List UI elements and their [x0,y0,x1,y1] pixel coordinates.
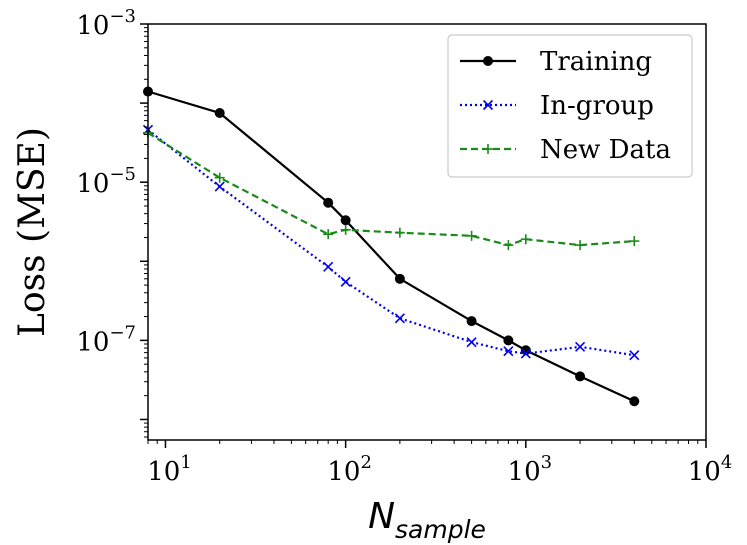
data-point-stroke [503,346,514,357]
y-tick-label-base: 10 [76,169,109,199]
data-point [214,181,225,192]
data-point [394,273,405,284]
data-point [520,345,531,356]
data-point-stroke [214,181,225,192]
plot-frame [147,23,707,441]
x-tick-label-exp: 3 [541,452,552,473]
data-point [466,337,477,348]
data-point [323,261,334,272]
x-tick-label: 102 [327,452,372,487]
y-tick-label: 10−3 [76,6,136,41]
y-tick-label-exp: −3 [109,6,136,27]
data-point [520,348,531,359]
legend-marker-stroke [482,99,494,111]
data-point-stroke [394,313,405,324]
data-point [466,230,477,241]
data-point-stroke [629,350,640,361]
data-point [340,276,351,287]
data-point-stroke [574,341,586,352]
legend-label: In-group [540,91,654,121]
data-point [323,197,334,208]
data-point [466,316,477,327]
data-point [340,215,351,226]
legend: Training In-group New Data [447,34,693,178]
x-axis-label-subscript: sample [395,515,486,544]
legend-marker [483,144,493,154]
y-tick-label: 10−5 [76,164,136,199]
y-tick-label-exp: −7 [109,322,136,343]
data-point-stroke [340,276,351,287]
x-tick-label-base: 10 [508,457,541,487]
x-tick-label-exp: 1 [180,452,191,473]
data-point [323,229,334,240]
legend-marker [483,56,493,66]
data-point-stroke [323,261,334,272]
data-point [503,346,514,357]
y-tick-label: 10−7 [76,322,136,357]
data-point [629,236,640,247]
y-tick-label-base: 10 [76,11,109,41]
series-layer [142,86,640,407]
data-point [575,240,586,251]
x-axis-label: Nsample [368,496,486,544]
data-point [520,234,531,245]
data-point [503,335,514,346]
x-tick-label-exp: 2 [360,452,371,473]
data-point-stroke [466,337,477,348]
x-tick-label: 101 [147,452,192,487]
data-point [503,240,514,251]
data-point [629,350,640,361]
x-tick-label-base: 10 [327,457,360,487]
data-point [214,172,225,183]
x-tick-label-base: 10 [688,457,721,487]
x-tick-label: 103 [508,452,553,487]
series-line [147,90,635,403]
data-point [394,313,405,324]
x-axis-label-base: N [368,496,395,537]
legend-marker [482,99,494,111]
x-tick-label-exp: 4 [721,452,732,473]
legend-box [447,34,693,178]
legend-label: Training [540,47,652,77]
series-training [143,86,640,407]
data-point [575,371,586,382]
data-point [340,224,351,235]
x-tick-label: 104 [688,452,733,487]
data-point-stroke [520,348,531,359]
y-axis-label: Loss (MSE) [12,127,53,337]
x-tick-label-base: 10 [147,457,180,487]
y-tick-label-base: 10 [76,327,109,357]
data-point [629,396,640,407]
series-line [147,131,635,247]
legend-label: New Data [540,135,671,165]
data-point [214,107,225,118]
data-point [574,341,586,352]
data-point [394,227,405,238]
y-tick-label-exp: −5 [109,164,136,185]
